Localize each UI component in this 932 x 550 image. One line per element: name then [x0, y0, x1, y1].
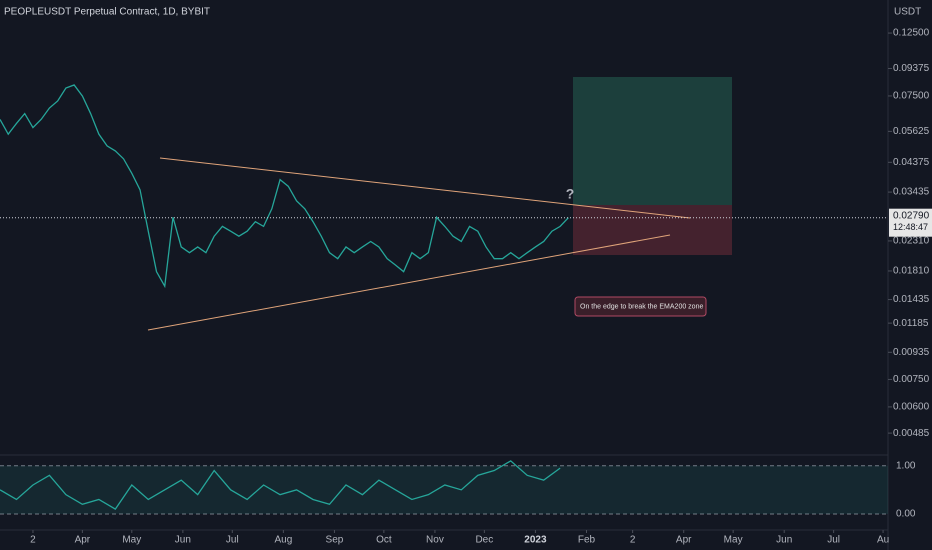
- x-tick-label: May: [122, 535, 141, 546]
- x-tick-label: 2023: [524, 535, 547, 546]
- y-tick-label: 0.03435: [893, 187, 930, 198]
- y-tick-label: 0.00485: [893, 428, 930, 439]
- x-tick-label: Oct: [376, 535, 392, 546]
- x-tick-label: Dec: [475, 535, 493, 546]
- x-tick-label: Nov: [426, 535, 444, 546]
- x-tick-label: Jun: [776, 535, 792, 546]
- oscillator-band: [0, 465, 888, 514]
- x-tick-label: Jun: [175, 535, 191, 546]
- x-tick-label: 2: [630, 535, 636, 546]
- annotation: On the edge to break the EMA200 zone: [580, 303, 703, 310]
- chart-title: PEOPLEUSDT Perpetual Contract, 1D, BYBIT: [4, 7, 210, 18]
- x-tick-label: Feb: [578, 535, 596, 546]
- y-tick-label: 0.01810: [893, 266, 930, 277]
- question-mark: ?: [566, 186, 575, 202]
- y-tick-label: 0.05625: [893, 126, 930, 137]
- y-tick-label: 0.12500: [893, 28, 930, 39]
- y-tick-label: 0.00750: [893, 374, 930, 385]
- x-tick-label: Sep: [326, 535, 344, 546]
- y2-tick-label: 1.00: [896, 460, 916, 471]
- last-price-label: 0.02790: [893, 210, 930, 221]
- axis-unit: USDT: [894, 7, 921, 18]
- y-tick-label: 0.01435: [893, 294, 930, 305]
- stop-zone: [573, 205, 732, 255]
- trend-line: [159, 157, 691, 219]
- y2-tick-label: 0.00: [896, 509, 916, 520]
- countdown: 12:48:47: [893, 222, 928, 232]
- oscillator-line: [0, 460, 561, 510]
- annotation-box: [574, 296, 707, 317]
- target-zone: [573, 77, 732, 205]
- x-tick-label: Apr: [676, 535, 692, 546]
- x-tick-label: Apr: [75, 535, 91, 546]
- x-tick-label: May: [724, 535, 743, 546]
- y-tick-label: 0.04375: [893, 157, 930, 168]
- y-tick-label: 0.00600: [893, 402, 930, 413]
- y-tick-label: 0.00935: [893, 347, 930, 358]
- x-tick-label: Aug: [274, 535, 292, 546]
- x-tick-label: Jul: [226, 535, 239, 546]
- x-tick-label: Jul: [827, 535, 840, 546]
- x-tick-label: 2: [30, 535, 36, 546]
- y-tick-label: 0.07500: [893, 91, 930, 102]
- last-price-box: [889, 208, 932, 237]
- x-tick-label: Au: [877, 535, 889, 546]
- y-tick-label: 0.09375: [893, 63, 930, 74]
- y-tick-label: 0.02310: [893, 236, 930, 247]
- trend-line: [147, 234, 671, 331]
- y-tick-label: 0.01185: [893, 318, 929, 329]
- price-line: [0, 84, 569, 289]
